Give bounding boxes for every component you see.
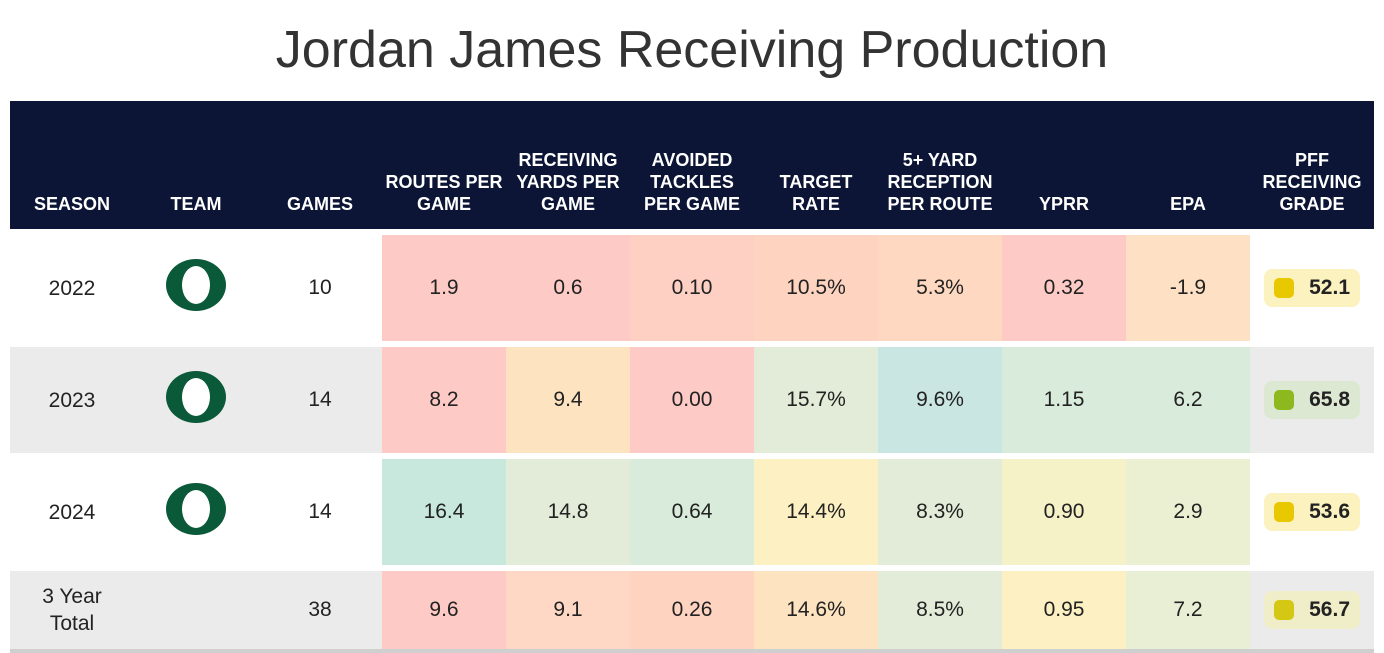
stat-cell-avoided-tackles-per-game: 0.26 [630,565,754,653]
grade-cell: 56.7 [1250,565,1374,653]
stats-table: SEASON TEAM GAMES ROUTES PER GAME RECEIVING … [10,101,1374,653]
stat-cell-receiving-yards-per-game: 0.6 [506,229,630,344]
games-cell: 14 [258,341,382,456]
grade-dot-icon [1274,600,1294,620]
grade-badge: 56.7 [1264,591,1360,629]
column-header-receiving-yards-per-game: RECEIVING YARDS PER GAME [506,101,630,232]
stat-cell-epa: 7.2 [1126,565,1250,653]
column-header-team: TEAM [134,101,258,232]
stat-cell-routes-per-game: 1.9 [382,229,506,344]
stat-cell-five-yard-reception-per-route: 8.5% [878,565,1002,653]
stat-cell-routes-per-game: 8.2 [382,341,506,456]
stat-cell-receiving-yards-per-game: 14.8 [506,453,630,568]
stat-cell-epa: 2.9 [1126,453,1250,568]
grade-value: 53.6 [1309,500,1350,523]
grade-dot-icon [1274,502,1294,522]
team-cell [134,341,258,456]
season-cell: 3 Year Total [10,565,134,653]
grade-value: 56.7 [1309,598,1350,621]
column-header-yprr: YPRR [1002,101,1126,232]
grade-badge: 53.6 [1264,493,1360,531]
grade-cell: 65.8 [1250,341,1374,456]
team-cell [134,565,258,653]
stat-cell-routes-per-game: 16.4 [382,453,506,568]
grade-badge: 65.8 [1264,381,1360,419]
column-header-avoided-tackles-per-game: AVOIDED TACKLES PER GAME [630,101,754,232]
games-cell: 14 [258,453,382,568]
column-header-target-rate: TARGET RATE [754,101,878,232]
column-header-pff-receiving-grade: PFF RECEIVING GRADE [1250,101,1374,232]
header-row: SEASON TEAM GAMES ROUTES PER GAME RECEIVING … [10,101,1374,232]
stat-cell-five-yard-reception-per-route: 5.3% [878,229,1002,344]
stat-cell-yprr: 0.95 [1002,565,1126,653]
stat-cell-epa: -1.9 [1126,229,1250,344]
stat-cell-target-rate: 14.4% [754,453,878,568]
oregon-logo-icon [166,371,226,423]
grade-value: 65.8 [1309,388,1350,411]
stat-cell-avoided-tackles-per-game: 0.10 [630,229,754,344]
season-cell: 2023 [10,341,134,456]
stat-cell-yprr: 0.90 [1002,453,1126,568]
grade-cell: 53.6 [1250,453,1374,568]
grade-cell: 52.1 [1250,229,1374,344]
stat-cell-receiving-yards-per-game: 9.4 [506,341,630,456]
stat-cell-avoided-tackles-per-game: 0.64 [630,453,754,568]
season-cell: 2022 [10,229,134,344]
grade-value: 52.1 [1309,276,1350,299]
stat-cell-yprr: 0.32 [1002,229,1126,344]
grade-dot-icon [1274,390,1294,410]
column-header-epa: EPA [1126,101,1250,232]
grade-dot-icon [1274,278,1294,298]
grade-badge: 52.1 [1264,269,1360,307]
team-cell [134,229,258,344]
stat-cell-target-rate: 15.7% [754,341,878,456]
table-row: 2023 14 8.2 9.4 0.00 15.7% 9.6% 1.15 6.2 65.8 [10,341,1374,456]
column-header-routes-per-game: ROUTES PER GAME [382,101,506,232]
stat-cell-yprr: 1.15 [1002,341,1126,456]
table-row: 2024 14 16.4 14.8 0.64 14.4% 8.3% 0.90 2.9 53.6 [10,453,1374,568]
stat-cell-epa: 6.2 [1126,341,1250,456]
table-row: 2022 10 1.9 0.6 0.10 10.5% 5.3% 0.32 -1.9 52.1 [10,229,1374,344]
stat-cell-avoided-tackles-per-game: 0.00 [630,341,754,456]
stat-cell-five-yard-reception-per-route: 9.6% [878,341,1002,456]
stat-cell-five-yard-reception-per-route: 8.3% [878,453,1002,568]
column-header-games: GAMES [258,101,382,232]
chart-title: Jordan James Receiving Production [275,21,1109,79]
column-header-five-yard-reception-per-route: 5+ YARD RECEPTION PER ROUTE [878,101,1002,232]
stat-cell-routes-per-game: 9.6 [382,565,506,653]
stat-cell-target-rate: 14.6% [754,565,878,653]
stat-cell-receiving-yards-per-game: 9.1 [506,565,630,653]
season-cell: 2024 [10,453,134,568]
oregon-logo-icon [166,483,226,535]
games-cell: 10 [258,229,382,344]
column-header-season: SEASON [10,101,134,232]
team-cell [134,453,258,568]
oregon-logo-icon [166,259,226,311]
stat-cell-target-rate: 10.5% [754,229,878,344]
games-cell: 38 [258,565,382,653]
table-row: 3 Year Total 38 9.6 9.1 0.26 14.6% 8.5% 0.95 7.2 5… [10,565,1374,653]
